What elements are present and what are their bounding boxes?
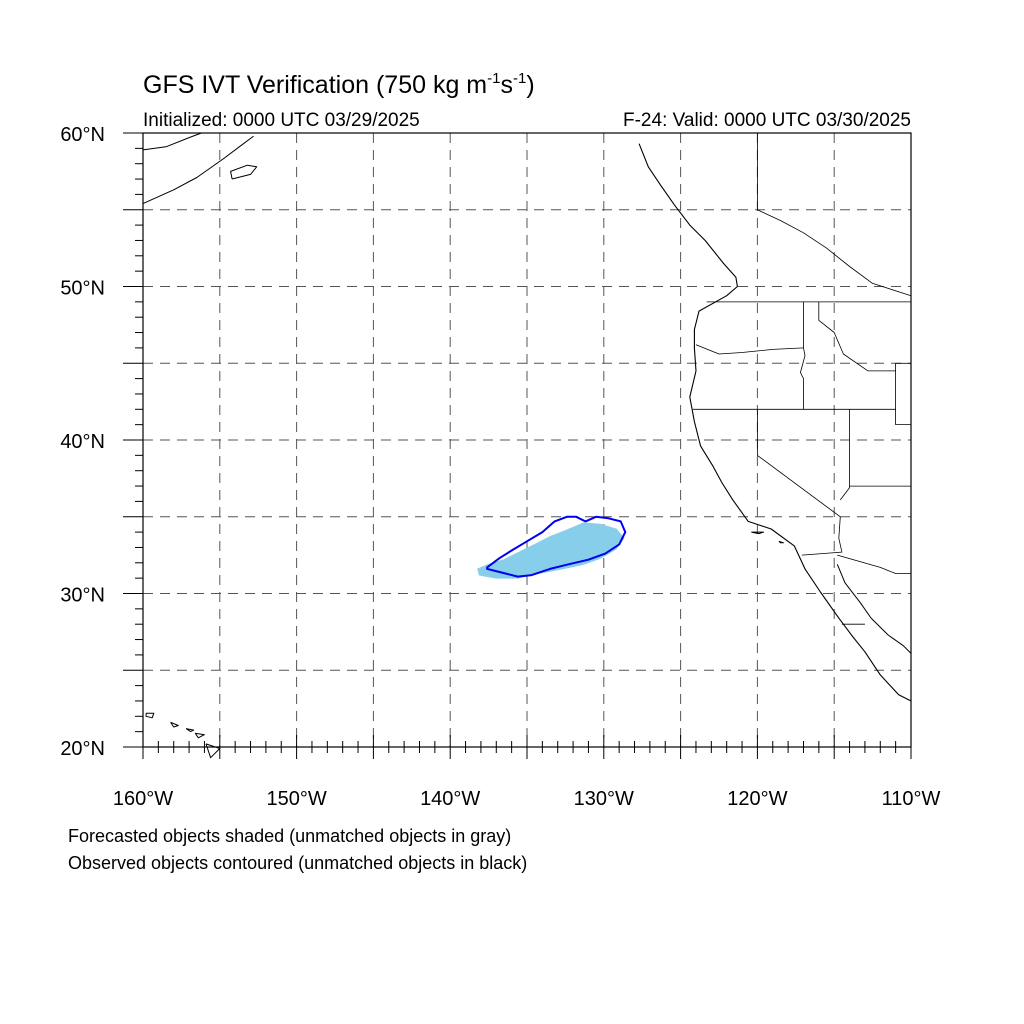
political-border: [695, 344, 804, 355]
caption-forecast: Forecasted objects shaded (unmatched obj…: [68, 826, 512, 846]
grid-lines: [143, 133, 911, 747]
political-border: [895, 363, 911, 426]
lat-tick-label: 30°N: [60, 585, 105, 607]
coastline-alaska-north: [142, 132, 202, 151]
island-kodiak: [230, 164, 258, 180]
lon-tick-label: 110°W: [882, 788, 941, 810]
coastline-layer: [142, 132, 912, 759]
island-hawaii: [170, 721, 179, 728]
initialized-label: Initialized: 0000 UTC 03/29/2025: [143, 110, 420, 131]
political-border: [801, 516, 843, 556]
forecast-object-shaded: [477, 522, 625, 579]
lat-tick-label: 50°N: [60, 278, 105, 300]
island-channel: [778, 540, 784, 544]
lon-tick-label: 150°W: [266, 788, 326, 810]
lon-tick-label: 120°W: [727, 788, 787, 810]
title-sup-2: -1: [512, 70, 527, 87]
political-border: [837, 554, 911, 574]
title-suffix: ): [526, 71, 535, 99]
lon-tick-label: 130°W: [574, 788, 634, 810]
political-border: [757, 133, 912, 297]
lon-tick-label: 160°W: [113, 788, 173, 810]
valid-label: F-24: Valid: 0000 UTC 03/30/2025: [623, 110, 911, 131]
observed-object-contour: [486, 515, 627, 578]
title-prefix: GFS IVT Verification (750 kg m: [143, 71, 488, 99]
title-mid: s: [500, 71, 513, 99]
objects-layer: [477, 515, 627, 579]
island-channel: [751, 531, 764, 535]
lat-tick-label: 20°N: [60, 738, 105, 760]
coastline-west: [638, 143, 912, 702]
coastline-alaska: [142, 135, 254, 205]
island-hawaii: [205, 743, 221, 759]
island-hawaii: [185, 728, 195, 733]
axis-labels: 60°N 50°N 40°N 30°N 20°N 160°W 150°W 140°W 130°W…: [60, 124, 940, 810]
axis-ticks: [123, 132, 912, 759]
coastline-gulf-california: [836, 564, 912, 654]
island-hawaii: [145, 712, 155, 719]
political-border: [800, 301, 806, 410]
caption-observed: Observed objects contoured (unmatched ob…: [68, 853, 528, 873]
figure-title: GFS IVT Verification (750 kg m-1s-1): [143, 70, 535, 100]
lat-tick-label: 40°N: [60, 431, 105, 453]
title-sup-1: -1: [487, 70, 501, 87]
political-border: [757, 409, 841, 518]
political-border: [839, 409, 850, 501]
island-hawaii: [194, 732, 205, 739]
lon-tick-label: 140°W: [420, 788, 480, 810]
lat-tick-label: 60°N: [60, 124, 105, 146]
political-border: [818, 301, 896, 372]
